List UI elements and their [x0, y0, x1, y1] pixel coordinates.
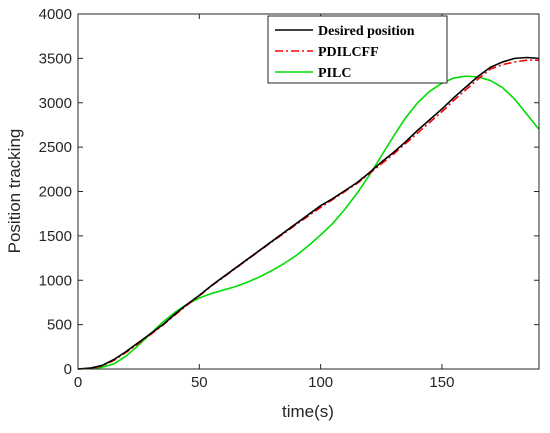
axis-ticks: 0 50 100 1500500100015002000250030003500400…	[39, 6, 539, 391]
series-line-desired-position	[77, 56, 540, 370]
x-tick-label: 100	[308, 374, 333, 391]
y-tick-label: 500	[47, 317, 72, 334]
y-tick-label: 1500	[39, 228, 72, 245]
y-tick-label: 0	[64, 361, 72, 378]
legend: Desired position PDILCFF PILC	[267, 15, 448, 84]
x-tick-label: 50	[191, 374, 208, 391]
y-tick-label: 4000	[39, 6, 72, 23]
legend-entries: Desired position PDILCFF PILC	[275, 24, 415, 81]
y-tick-label: 1000	[39, 272, 72, 289]
y-tick-label: 2000	[39, 184, 72, 201]
x-tick-label: 0	[74, 374, 82, 391]
x-axis-label: time(s)	[282, 402, 334, 421]
y-axis-label: Position tracking	[5, 129, 24, 254]
series-lines	[77, 56, 540, 370]
y-tick-label: 3000	[39, 95, 72, 112]
y-tick-label: 3500	[39, 50, 72, 67]
y-tick-label: 2500	[39, 139, 72, 156]
legend-label: Desired position	[318, 24, 415, 39]
legend-label: PDILCFF	[318, 45, 379, 60]
legend-label: PILC	[318, 66, 351, 81]
x-tick-label: 150	[429, 374, 454, 391]
